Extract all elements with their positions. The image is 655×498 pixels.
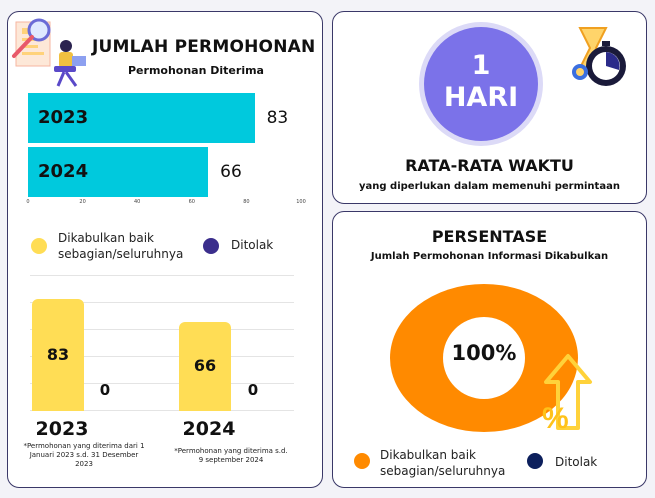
vchart-gridline (30, 383, 294, 384)
hbar-tick-80: 80 (243, 199, 250, 205)
legend-dot-navy (527, 453, 543, 469)
legend-label-navy: Ditolak (555, 455, 598, 469)
legend-label-ditolak: Ditolak (231, 238, 274, 252)
legend-dot-ditolak (203, 238, 219, 254)
hbar-tick-20: 20 (79, 199, 86, 205)
vbar-ditolak-value-2023: 0 (99, 381, 111, 399)
note-2023: *Permohonan yang diterima dari 1 Januari… (23, 442, 145, 468)
hbar-tick-0: 0 (26, 199, 30, 205)
waktu-title: RATA-RATA WAKTU (405, 156, 574, 175)
vbar-dikabulkan-2023 (32, 298, 84, 411)
duration-value: 1 HARI (443, 50, 519, 113)
vbar-value-2024: 66 (193, 356, 217, 376)
person-magnifier-icon (12, 18, 86, 87)
note-2024: *Permohonan yang diterima s.d. 9 septemb… (174, 447, 288, 464)
duration-circle (419, 22, 543, 146)
vchart-gridline (30, 410, 294, 411)
permohonan-title: JUMLAH PERMOHONAN (92, 37, 316, 57)
vchart-gridline (30, 356, 294, 357)
donut-hole (443, 317, 525, 399)
hbar-tick-40: 40 (134, 199, 141, 205)
legend-dot-dikabulkan (31, 238, 47, 254)
legend-label-orange: Dikabulkan baik sebagian/seluruhnya (380, 448, 506, 478)
legend-label-dikabulkan: Dikabulkan baik sebagian/seluruhnya (58, 231, 184, 261)
svg-text:%: % (542, 402, 569, 432)
vbar-ditolak-value-2024: 0 (247, 381, 259, 399)
donut-center-label: 100% (451, 341, 517, 365)
permohonan-subtitle: Permohonan Diterima (128, 64, 264, 77)
donut-chart (390, 284, 578, 432)
persentase-card (332, 211, 647, 488)
vchart-gridline (30, 329, 294, 330)
vchart-gridline (30, 302, 294, 303)
vbar-value-2023: 83 (46, 344, 70, 364)
hbar-category-2023: 2023 (38, 107, 89, 128)
vbar-dikabulkan-2024 (179, 321, 231, 411)
stopwatch-icon (572, 27, 626, 86)
vchart-gridline (30, 275, 294, 276)
vbar-category-2024: 2024 (182, 418, 236, 440)
hbar-2023 (28, 93, 255, 143)
waktu-subtitle: yang diperlukan dalam memenuhi permintaa… (359, 181, 620, 192)
hbar-value-2024: 66 (220, 162, 242, 182)
vbar-category-2023: 2023 (35, 418, 89, 440)
persentase-title: PERSENTASE (431, 227, 548, 246)
hbar-tick-60: 60 (188, 199, 195, 205)
legend-dot-orange (354, 453, 370, 469)
hbar-value-2023: 83 (266, 108, 289, 128)
hbar-tick-100: 100 (296, 199, 306, 205)
persentase-subtitle: Jumlah Permohonan Informasi Dikabulkan (370, 251, 609, 262)
hbar-2024 (28, 147, 209, 197)
percent-arrow-icon: % (542, 354, 592, 432)
hbar-category-2024: 2024 (38, 161, 89, 182)
